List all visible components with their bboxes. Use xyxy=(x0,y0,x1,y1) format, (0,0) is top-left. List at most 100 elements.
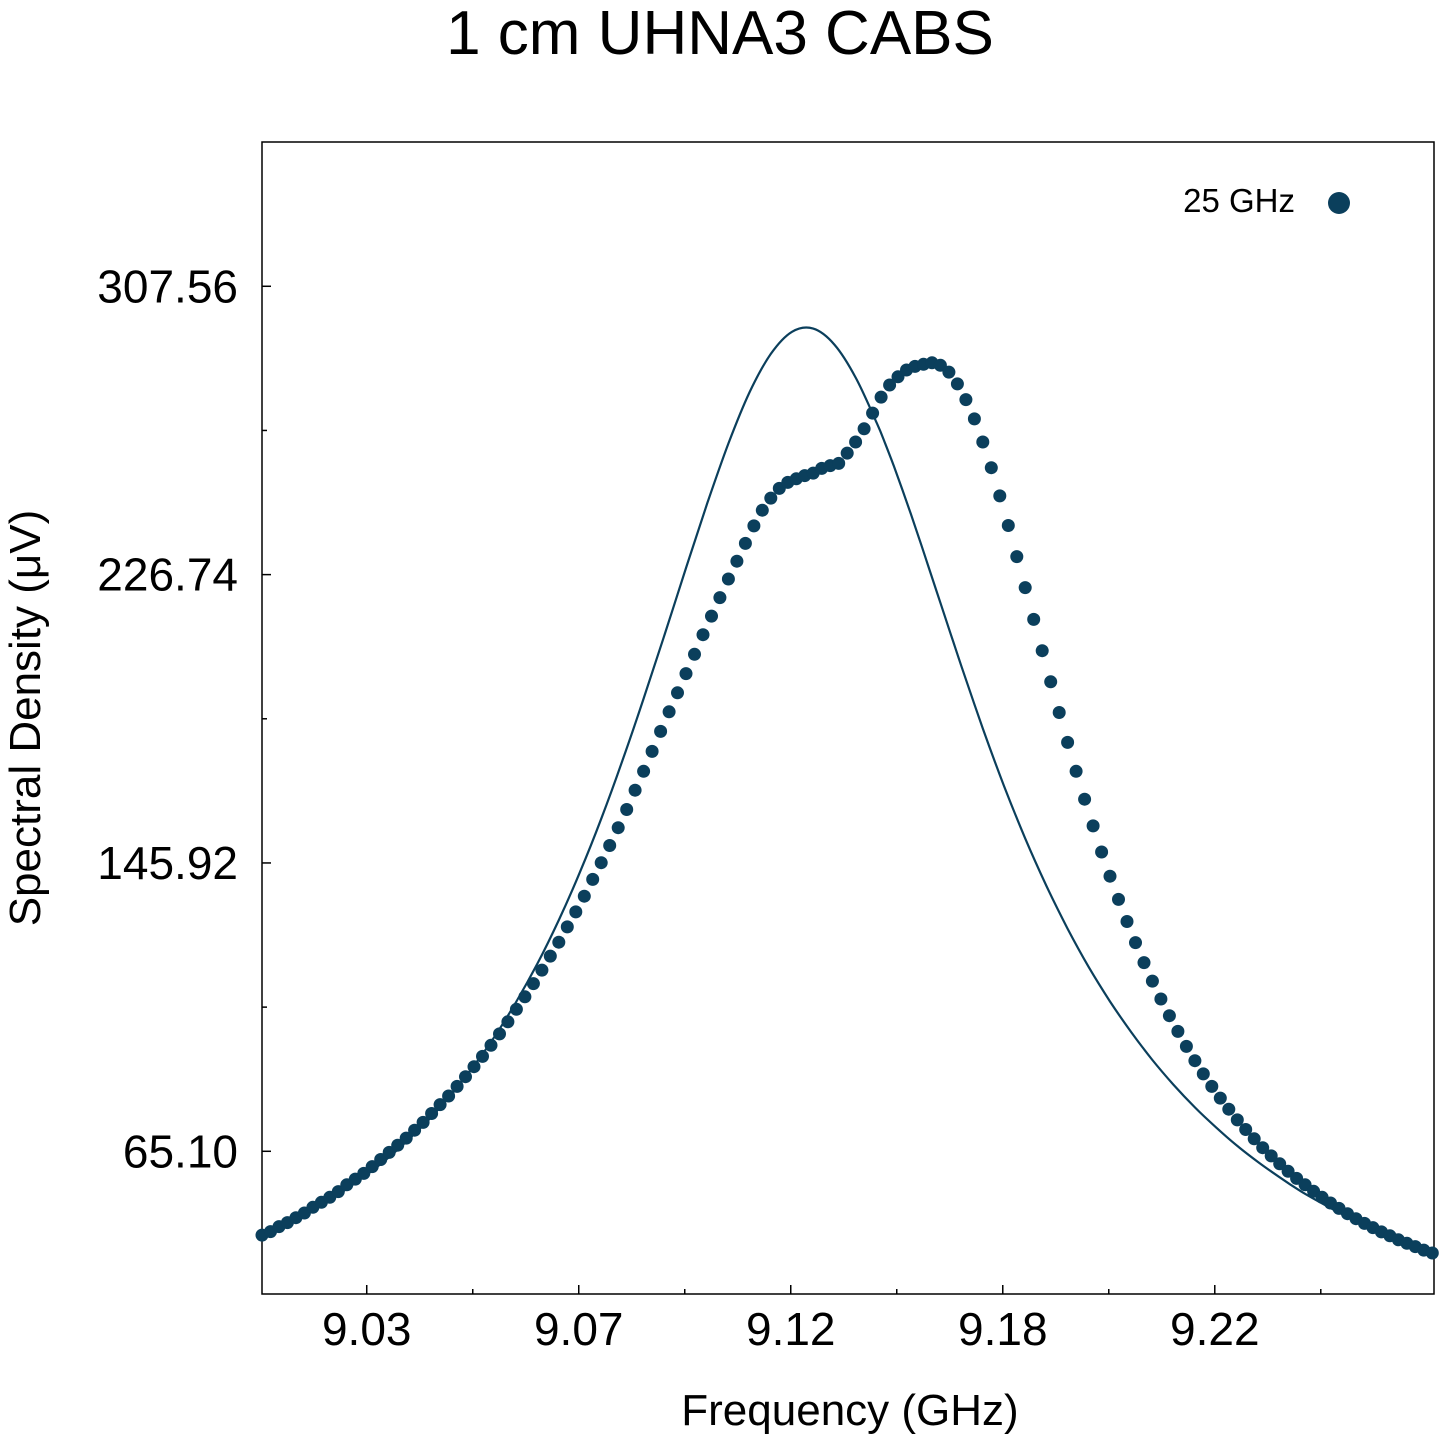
data-point xyxy=(526,977,540,991)
data-point xyxy=(679,667,693,681)
data-point xyxy=(738,536,752,550)
data-point xyxy=(713,591,727,605)
data-point xyxy=(984,461,998,475)
data-points-group xyxy=(255,356,1439,1260)
data-point xyxy=(1425,1246,1439,1260)
data-point xyxy=(1018,581,1032,595)
data-point xyxy=(1273,1157,1287,1171)
y-tick-label: 307.56 xyxy=(97,260,238,312)
data-point xyxy=(959,393,973,407)
data-point xyxy=(1052,706,1066,719)
data-point xyxy=(1095,845,1109,859)
data-point xyxy=(662,705,676,719)
y-axis-ticks: 65.10 145.92 226.74 307.56 xyxy=(97,260,271,1177)
data-point xyxy=(705,609,718,623)
data-point xyxy=(1120,915,1134,928)
x-tick-label: 9.03 xyxy=(322,1303,412,1355)
data-point xyxy=(552,935,566,949)
data-point xyxy=(950,377,964,391)
data-point xyxy=(442,1089,456,1103)
data-point xyxy=(967,412,981,426)
x-tick-label: 9.07 xyxy=(534,1303,624,1355)
chart-title: 1 cm UHNA3 CABS xyxy=(446,0,994,68)
data-point xyxy=(476,1049,489,1063)
data-point xyxy=(1239,1123,1253,1136)
data-point xyxy=(450,1079,464,1093)
data-point xyxy=(1213,1091,1227,1105)
data-point xyxy=(696,628,710,642)
data-point xyxy=(866,406,880,420)
data-point xyxy=(1154,992,1168,1006)
data-point xyxy=(459,1070,472,1084)
legend-label: 25 GHz xyxy=(1183,182,1295,219)
data-point xyxy=(374,1153,388,1166)
data-point xyxy=(993,489,1007,503)
data-point xyxy=(1078,792,1092,806)
data-point xyxy=(467,1060,481,1074)
legend-marker xyxy=(1328,192,1350,214)
data-point xyxy=(391,1138,405,1152)
data-point xyxy=(577,889,591,903)
data-point xyxy=(1264,1149,1278,1163)
data-point xyxy=(543,949,557,963)
x-axis-ticks: 9.03 9.07 9.12 9.18 9.22 xyxy=(322,1285,1322,1355)
data-point xyxy=(1171,1024,1185,1038)
data-point xyxy=(976,435,990,449)
data-point xyxy=(1112,892,1125,906)
data-point xyxy=(1137,956,1151,970)
data-point xyxy=(832,456,846,470)
data-point xyxy=(688,647,701,661)
data-point xyxy=(671,686,684,700)
data-point xyxy=(1281,1164,1295,1178)
data-point xyxy=(365,1160,379,1174)
data-point xyxy=(382,1145,396,1159)
data-point xyxy=(1145,974,1159,988)
data-point xyxy=(942,365,956,379)
y-tick-label: 226.74 xyxy=(97,549,238,601)
data-point xyxy=(1230,1113,1244,1127)
data-point xyxy=(594,856,608,870)
data-point xyxy=(857,422,871,436)
x-tick-label: 9.12 xyxy=(746,1303,836,1355)
y-axis-label: Spectral Density (μV) xyxy=(1,510,50,927)
data-point xyxy=(1061,735,1075,749)
data-point xyxy=(849,435,863,449)
x-tick-label: 9.22 xyxy=(1170,1303,1260,1355)
data-point xyxy=(1129,936,1142,950)
data-point xyxy=(416,1115,430,1129)
plot-frame xyxy=(261,141,1435,1295)
data-point xyxy=(628,783,642,797)
data-point xyxy=(1001,519,1015,532)
data-point xyxy=(1247,1132,1261,1146)
y-tick-label: 145.92 xyxy=(97,837,238,889)
data-point xyxy=(620,803,634,816)
data-point xyxy=(433,1098,447,1112)
data-point xyxy=(408,1123,422,1137)
data-point xyxy=(645,744,659,758)
data-point xyxy=(603,839,617,852)
data-point xyxy=(586,872,600,886)
data-point xyxy=(501,1015,515,1029)
data-point xyxy=(1256,1141,1270,1155)
data-point xyxy=(1162,1009,1176,1023)
data-point xyxy=(654,724,668,738)
y-tick-label: 65.10 xyxy=(123,1125,238,1177)
data-point xyxy=(399,1131,413,1145)
data-point xyxy=(509,1002,523,1016)
data-point xyxy=(518,990,532,1004)
legend: 25 GHz xyxy=(1183,182,1350,219)
data-point xyxy=(747,519,761,533)
data-point xyxy=(755,503,769,517)
data-point xyxy=(1035,644,1049,658)
data-point xyxy=(484,1038,498,1052)
data-point xyxy=(764,491,778,505)
x-tick-label: 9.18 xyxy=(958,1303,1048,1355)
data-point xyxy=(569,905,583,919)
data-point xyxy=(721,572,735,586)
data-point xyxy=(1069,764,1083,778)
data-point xyxy=(1205,1079,1219,1093)
data-point xyxy=(1222,1102,1236,1116)
data-point xyxy=(1086,819,1100,833)
data-point xyxy=(1196,1067,1210,1081)
